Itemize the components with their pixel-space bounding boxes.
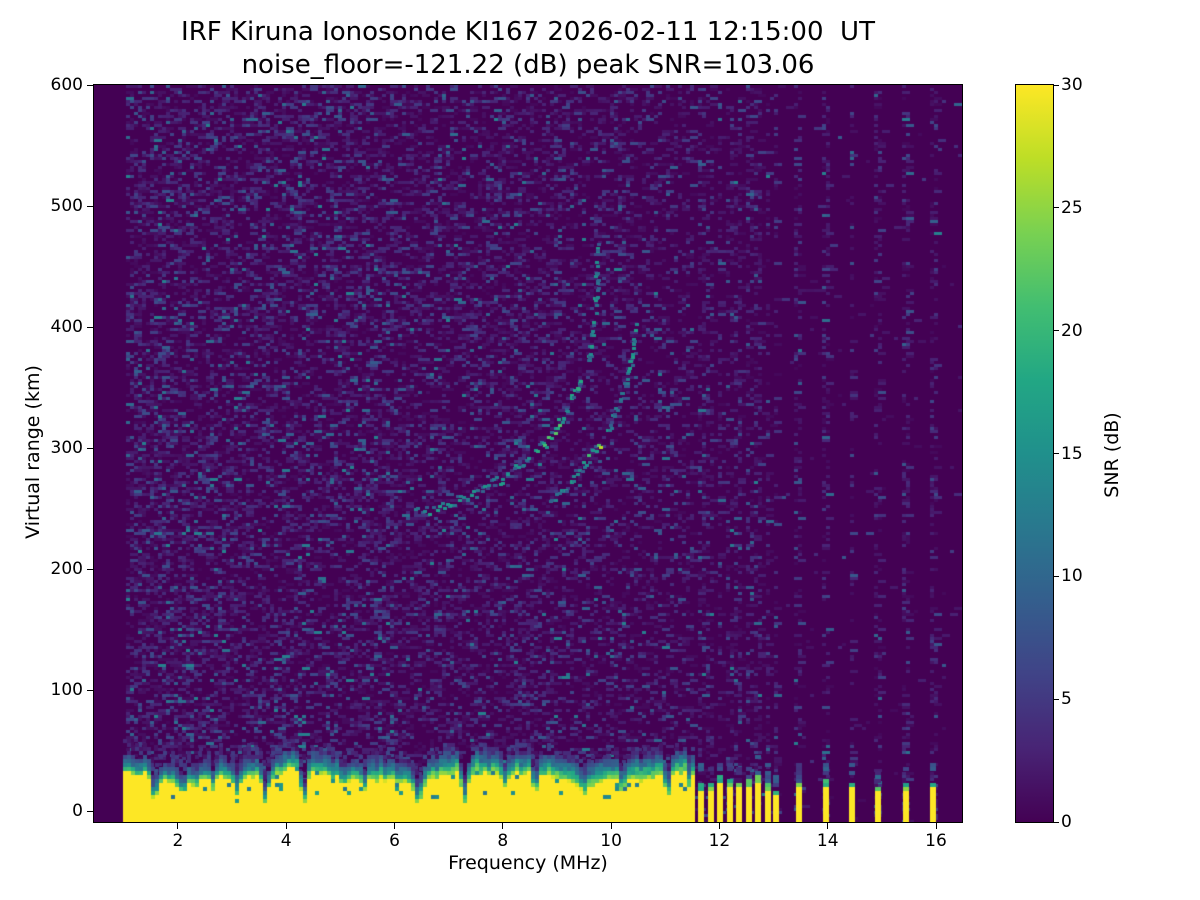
x-tick-label: 14	[816, 831, 839, 851]
y-tick-mark	[87, 84, 93, 86]
y-tick-mark	[87, 689, 93, 691]
y-tick-mark	[87, 205, 93, 207]
colorbar-tick-mark	[1054, 84, 1059, 86]
x-axis-label: Frequency (MHz)	[448, 852, 608, 874]
plot-area	[93, 84, 963, 823]
y-tick-label: 0	[72, 801, 83, 822]
y-tick-label: 500	[50, 196, 83, 217]
y-tick-label: 600	[50, 75, 83, 95]
figure-subtitle: noise_floor=-121.22 (dB) peak SNR=103.06	[241, 50, 815, 80]
colorbar-tick-label: 30	[1061, 75, 1083, 95]
x-tick-mark	[718, 823, 720, 829]
x-tick-mark	[285, 823, 287, 829]
colorbar-tick-label: 10	[1061, 566, 1083, 587]
y-tick-label: 200	[50, 559, 83, 580]
x-tick-label: 2	[172, 831, 184, 851]
ionogram-heatmap-canvas	[94, 85, 962, 822]
y-tick-mark	[87, 447, 93, 449]
x-tick-label: 6	[389, 831, 400, 851]
colorbar-tick-label: 5	[1061, 689, 1072, 710]
y-tick-label: 400	[50, 317, 83, 338]
x-tick-label: 10	[600, 831, 622, 851]
colorbar-tick-label: 15	[1061, 443, 1083, 464]
colorbar-tick-mark	[1054, 207, 1059, 209]
x-tick-label: 8	[497, 831, 509, 851]
x-tick-mark	[827, 823, 829, 829]
x-tick-mark	[177, 823, 179, 829]
colorbar-tick-mark	[1054, 575, 1059, 577]
x-tick-label: 16	[925, 831, 947, 851]
x-tick-label: 4	[280, 831, 292, 851]
colorbar-tick-label: 25	[1061, 197, 1083, 218]
colorbar	[1015, 84, 1054, 823]
y-tick-label: 300	[50, 438, 83, 459]
colorbar-tick-mark	[1054, 698, 1059, 700]
colorbar-tick-mark	[1054, 453, 1059, 454]
figure-title: IRF Kiruna Ionosonde KI167 2026-02-11 12…	[181, 17, 875, 47]
y-tick-mark	[87, 326, 93, 328]
x-tick-mark	[935, 823, 937, 829]
colorbar-tick-label: 0	[1061, 812, 1072, 832]
colorbar-tick-label: 20	[1061, 320, 1083, 341]
colorbar-tick-mark	[1054, 330, 1059, 332]
x-tick-mark	[394, 823, 396, 829]
x-tick-mark	[502, 823, 504, 829]
y-tick-mark	[87, 568, 93, 570]
x-tick-label: 12	[708, 831, 731, 851]
colorbar-tick-mark	[1054, 821, 1059, 823]
y-tick-mark	[87, 810, 93, 812]
x-tick-mark	[610, 823, 612, 829]
y-tick-label: 100	[50, 680, 83, 701]
